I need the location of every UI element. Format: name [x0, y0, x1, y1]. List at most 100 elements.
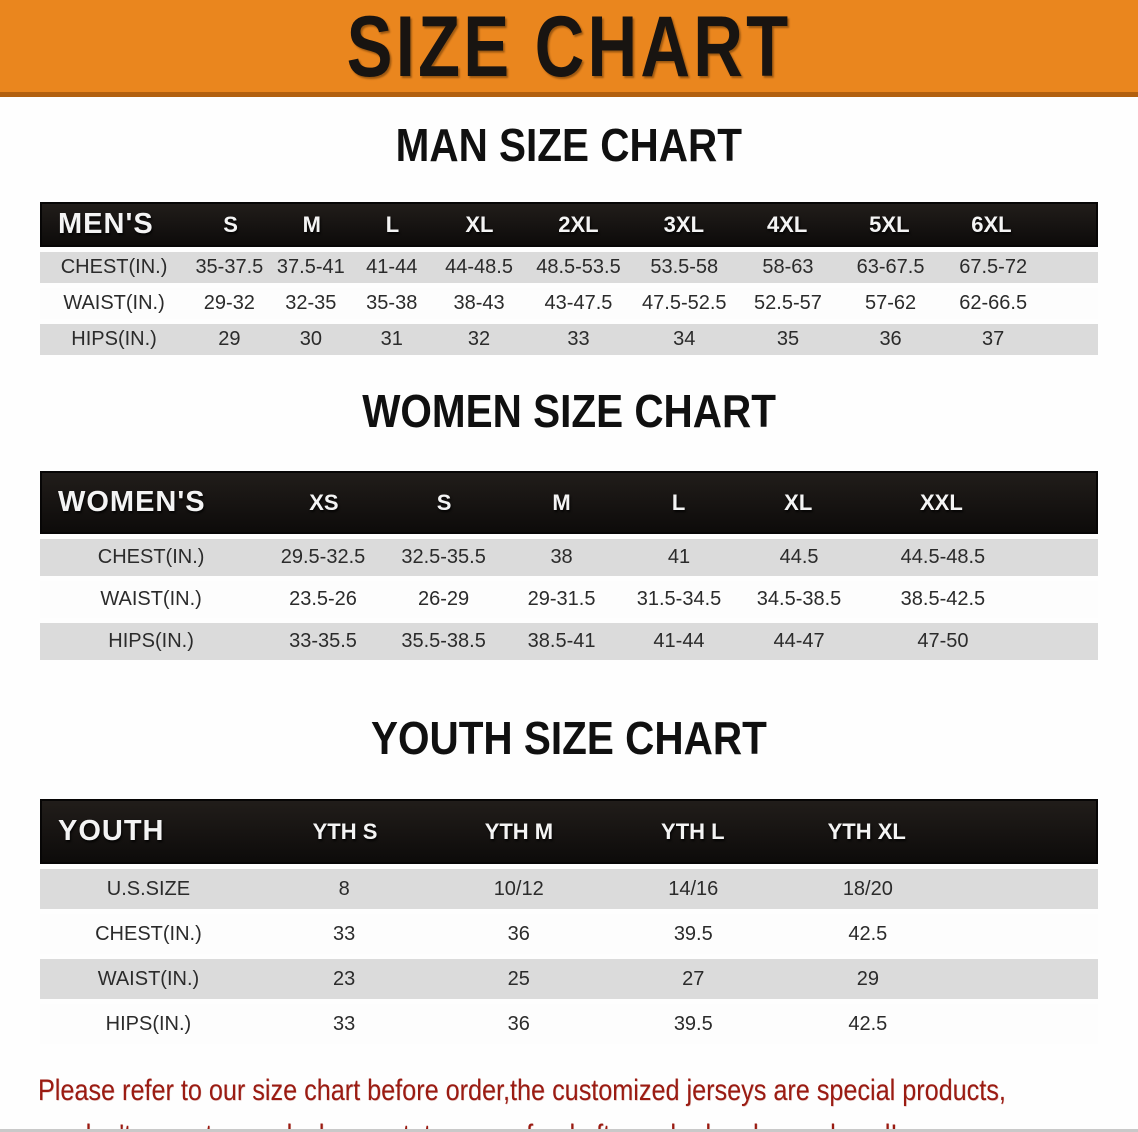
men-col-header: 3XL — [663, 211, 705, 237]
women-chest-row: CHEST(IN.) 29.5-32.5 32.5-35.5 38 41 44.… — [40, 539, 1098, 576]
size-cell: 32.5-35.5 — [401, 546, 486, 568]
row-label: WAIST(IN.) — [97, 967, 200, 990]
size-cell: 38.5-42.5 — [900, 588, 986, 610]
size-cell: 33 — [333, 922, 356, 945]
women-table-header-row: WOMEN'S XS S M L XL XXL — [40, 471, 1098, 534]
size-cell: 38.5-41 — [527, 630, 596, 652]
size-cell: 30 — [299, 328, 322, 350]
men-col-header: 5XL — [869, 211, 910, 237]
row-label: CHEST(IN.) — [95, 922, 202, 945]
size-cell: 43-47.5 — [544, 292, 613, 314]
women-col-header: M — [552, 489, 571, 515]
women-section-heading-text: WOMEN SIZE CHART — [362, 385, 776, 437]
men-col-header: S — [223, 211, 238, 237]
size-cell: 25 — [507, 967, 530, 990]
youth-table-corner-label: YOUTH — [58, 815, 165, 847]
disclaimer-note: Please refer to our size chart before or… — [0, 1068, 1138, 1132]
women-col-header: S — [436, 489, 452, 515]
women-size-table: WOMEN'S XS S M L XL XXL CHEST(IN.) 29.5-… — [40, 471, 1098, 660]
youth-hips-row: HIPS(IN.) 33 36 39.5 42.5 — [40, 1004, 1098, 1044]
disclaimer-line-2: we don't accept cancel, change, teturn o… — [38, 1113, 1138, 1132]
size-cell: 10/12 — [493, 877, 544, 900]
men-col-header: 4XL — [766, 211, 808, 237]
size-cell: 42.5 — [848, 1012, 888, 1035]
youth-col-header: YTH XL — [827, 818, 906, 844]
size-cell: 47-50 — [917, 630, 969, 652]
size-cell: 41 — [667, 546, 691, 568]
size-cell: 63-67.5 — [856, 256, 925, 278]
size-cell: 29 — [218, 328, 241, 350]
size-cell: 53.5-58 — [650, 256, 719, 278]
youth-col-header: YTH M — [484, 818, 554, 844]
size-cell: 48.5-53.5 — [536, 256, 621, 278]
size-cell: 52.5-57 — [754, 292, 822, 314]
size-cell: 44.5-48.5 — [900, 546, 986, 568]
women-section-heading: WOMEN SIZE CHART — [0, 386, 1138, 448]
size-cell: 29 — [856, 967, 879, 990]
size-cell: 35-38 — [366, 292, 418, 314]
row-label: HIPS(IN.) — [71, 328, 157, 350]
size-cell: 62-66.5 — [959, 292, 1028, 314]
men-col-header: M — [302, 211, 321, 237]
row-label: WAIST(IN.) — [100, 588, 202, 610]
row-label: CHEST(IN.) — [97, 546, 205, 568]
size-cell: 58-63 — [762, 256, 814, 278]
youth-table-header-row: YOUTH YTH S YTH M YTH L YTH XL — [40, 799, 1098, 864]
size-cell: 33-35.5 — [289, 630, 357, 652]
men-hips-row: HIPS(IN.) 29 30 31 32 33 34 35 36 37 — [40, 324, 1098, 355]
size-cell: 23.5-26 — [289, 588, 357, 610]
size-cell: 41-44 — [653, 630, 705, 652]
women-col-header: L — [671, 489, 686, 515]
size-cell: 33 — [333, 1012, 356, 1035]
size-cell: 35 — [776, 328, 800, 350]
youth-col-header: YTH L — [661, 818, 725, 844]
size-cell: 37 — [982, 328, 1005, 350]
youth-col-header: YTH S — [312, 818, 378, 844]
size-cell: 35.5-38.5 — [401, 630, 486, 652]
size-cell: 29.5-32.5 — [280, 546, 366, 568]
size-cell: 38-43 — [453, 292, 505, 314]
size-cell: 29-32 — [203, 292, 255, 314]
size-cell: 39.5 — [673, 1012, 713, 1035]
men-table-corner-label: MEN'S — [58, 208, 154, 240]
men-chest-row: CHEST(IN.) 35-37.5 37.5-41 41-44 44-48.5… — [40, 252, 1098, 283]
row-label: U.S.SIZE — [106, 877, 191, 900]
size-cell: 32 — [467, 328, 491, 350]
men-col-header: L — [385, 211, 400, 237]
men-waist-row: WAIST(IN.) 29-32 32-35 35-38 38-43 43-47… — [40, 288, 1098, 319]
men-table-header-row: MEN'S S M L XL 2XL 3XL 4XL 5XL 6XL — [40, 202, 1098, 247]
size-cell: 31 — [380, 328, 403, 350]
size-cell: 44.5 — [779, 546, 819, 568]
size-cell: 18/20 — [842, 877, 893, 900]
youth-waist-row: WAIST(IN.) 23 25 27 29 — [40, 959, 1098, 999]
bottom-edge-line — [0, 1129, 1138, 1132]
women-col-header: XS — [309, 489, 339, 515]
row-label: CHEST(IN.) — [60, 256, 168, 278]
size-cell: 29-31.5 — [527, 588, 596, 610]
women-col-header: XXL — [919, 489, 963, 515]
men-size-table: MEN'S S M L XL 2XL 3XL 4XL 5XL 6XL CHEST… — [40, 202, 1098, 355]
banner: SIZE CHART — [0, 0, 1138, 97]
banner-title: SIZE CHART — [346, 0, 792, 95]
row-label: HIPS(IN.) — [105, 1012, 192, 1035]
size-cell: 47.5-52.5 — [642, 292, 727, 314]
women-table-corner-label: WOMEN'S — [58, 486, 206, 518]
size-cell: 41-44 — [366, 256, 418, 278]
size-cell: 67.5-72 — [959, 256, 1028, 278]
size-cell: 57-62 — [864, 292, 917, 314]
youth-ussize-row: U.S.SIZE 8 10/12 14/16 18/20 — [40, 869, 1098, 909]
men-section-heading: MAN SIZE CHART — [0, 120, 1138, 182]
men-col-header: XL — [465, 211, 494, 237]
row-label: HIPS(IN.) — [108, 630, 194, 652]
size-cell: 38 — [550, 546, 573, 568]
size-cell: 26-29 — [418, 588, 470, 610]
disclaimer-line-1: Please refer to our size chart before or… — [38, 1074, 1006, 1107]
size-cell: 34.5-38.5 — [756, 588, 842, 610]
youth-size-table: YOUTH YTH S YTH M YTH L YTH XL U.S.SIZE … — [40, 799, 1098, 1044]
women-hips-row: HIPS(IN.) 33-35.5 35.5-38.5 38.5-41 41-4… — [40, 623, 1098, 660]
size-cell: 35-37.5 — [195, 256, 264, 278]
size-cell: 32-35 — [285, 292, 337, 314]
size-cell: 34 — [673, 328, 696, 350]
men-col-header: 2XL — [558, 211, 599, 237]
